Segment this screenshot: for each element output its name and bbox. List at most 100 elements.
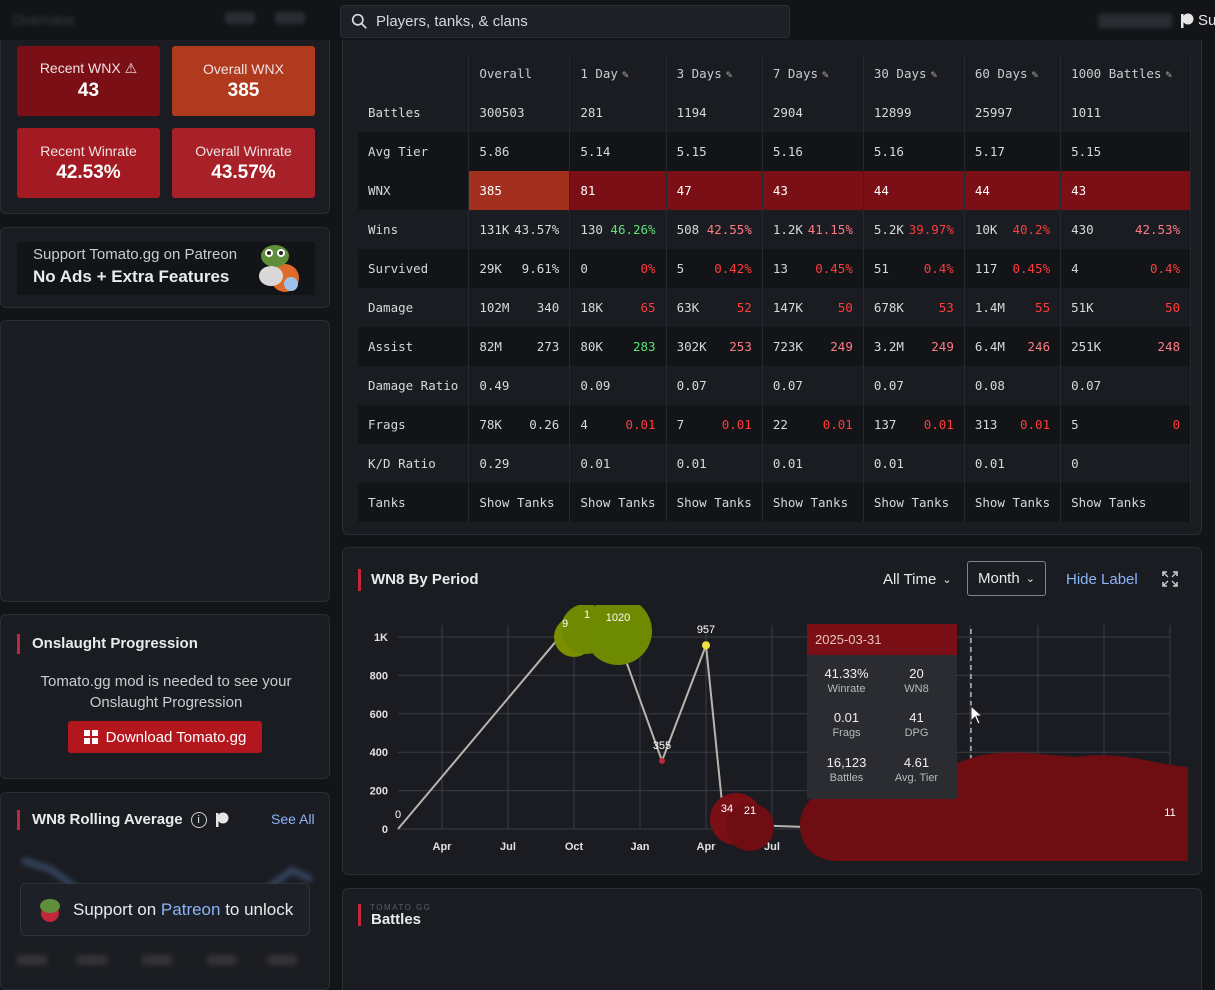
col-1000battles[interactable]: 1000 Battles ✎ <box>1060 54 1192 93</box>
show-tanks-link[interactable]: Show Tanks <box>863 483 965 522</box>
show-tanks-link[interactable]: Show Tanks <box>569 483 667 522</box>
row-label: Wins <box>358 210 470 249</box>
x-tick-label: Jan <box>631 841 650 853</box>
table-cell: 12899 <box>863 93 965 132</box>
y-tick-label: 0 <box>382 824 388 836</box>
edit-icon[interactable]: ✎ <box>822 68 829 81</box>
period-select[interactable]: Month ⌄ <box>967 561 1046 596</box>
search-input[interactable] <box>376 13 776 30</box>
user-menu[interactable] <box>1098 14 1172 28</box>
info-icon[interactable]: i <box>190 812 207 828</box>
table-cell: 51K 50 <box>1060 288 1192 327</box>
wn8-line-chart[interactable]: 0 200 400 600 800 1K Apr Jul Oct Jan Apr Jul 0 9 1 1020… <box>358 605 1188 861</box>
table-row-survived: Survived 29K 9.61% 0 0% 5 0.42% 13 0.45% 51 0… <box>358 249 1192 288</box>
patreon-promo-line2: No Ads + Extra Features <box>33 267 230 286</box>
cell-secondary: 273 <box>536 339 560 354</box>
cell-value: 6.4M <box>974 339 1005 354</box>
cell-secondary: 0 <box>1172 417 1181 432</box>
patreon-support-link[interactable]: Su <box>1180 12 1215 29</box>
table-cell: 10K 40.2% <box>964 210 1062 249</box>
data-bubble <box>726 803 774 851</box>
nav-blur-item[interactable] <box>225 12 255 24</box>
edit-icon[interactable]: ✎ <box>930 68 938 81</box>
y-tick-label: 1K <box>374 632 388 644</box>
table-header-row: Overall 1 Day ✎ 3 Days ✎ 7 Days ✎ 30 Days ✎ … <box>358 54 1192 93</box>
data-label: 34 <box>721 803 733 815</box>
col-30days[interactable]: 30 Days ✎ <box>863 54 965 93</box>
row-label: Survived <box>358 249 470 288</box>
x-tick-label: Jul <box>500 841 516 853</box>
cell-value: 102M <box>479 300 510 315</box>
cell-secondary: 0.4% <box>1150 261 1181 276</box>
show-tanks-link[interactable]: Show Tanks <box>468 483 571 522</box>
warning-icon[interactable]: ⚠ <box>124 60 138 76</box>
edit-icon[interactable]: ✎ <box>621 68 629 81</box>
table-row-wnx: WNX 385 81 47 43 44 44 43 <box>358 171 1192 210</box>
cell-secondary: 249 <box>830 339 853 354</box>
cell-secondary: 248 <box>1157 339 1181 354</box>
table-cell: 0.49 <box>468 366 571 405</box>
table-cell: 1011 <box>1060 93 1192 132</box>
table-cell: 3.2M 249 <box>863 327 965 366</box>
onslaught-text-body: Tomato.gg mod is needed to see your Onsl… <box>40 673 292 711</box>
patreon-top-label: Su <box>1198 12 1215 29</box>
tooltip-dpg: 41 DPG <box>879 710 954 739</box>
download-tomato-button[interactable]: Download Tomato.gg <box>68 721 262 753</box>
table-cell: 131K 43.57% <box>468 210 571 249</box>
cell-value: 80K <box>580 339 603 354</box>
patreon-promo-banner[interactable]: Support Tomato.gg on Patreon No Ads + Ex… <box>17 242 315 295</box>
data-point <box>659 757 665 764</box>
stats-table: Overall 1 Day ✎ 3 Days ✎ 7 Days ✎ 30 Days ✎ … <box>358 54 1192 522</box>
cell-value: 508 <box>676 222 700 237</box>
col-7days[interactable]: 7 Days ✎ <box>762 54 864 93</box>
col-3days[interactable]: 3 Days ✎ <box>666 54 763 93</box>
cell-secondary: 40.2% <box>1012 222 1051 237</box>
see-all-link[interactable]: See All <box>271 811 315 827</box>
recent-winrate-tile: Recent Winrate 42.53% <box>17 128 160 198</box>
tooltip-value: 41.33% <box>824 666 869 681</box>
fullscreen-icon[interactable] <box>1162 562 1178 596</box>
header-blank <box>358 54 470 93</box>
show-tanks-link[interactable]: Show Tanks <box>1060 483 1192 522</box>
unlock-patreon-link[interactable]: Patreon <box>160 899 221 919</box>
search-icon <box>351 13 367 29</box>
tomato-mascot-icon <box>259 245 299 292</box>
search-bar[interactable] <box>340 5 790 38</box>
table-cell: 2904 <box>762 93 864 132</box>
tooltip-value: 16,123 <box>826 755 867 770</box>
table-cell: 117 0.45% <box>964 249 1062 288</box>
cell-value: 117 <box>974 261 998 276</box>
show-tanks-link[interactable]: Show Tanks <box>762 483 864 522</box>
cell-secondary: 55 <box>1035 300 1051 315</box>
edit-icon[interactable]: ✎ <box>1165 68 1173 81</box>
tooltip-label: Winrate <box>827 683 866 695</box>
onslaught-card: Onslaught Progression Tomato.gg mod is n… <box>0 614 330 779</box>
col-60days[interactable]: 60 Days ✎ <box>964 54 1062 93</box>
patreon-unlock-banner[interactable]: Support on Patreon to unlock <box>20 883 310 936</box>
x-tick-label: Apr <box>433 841 453 853</box>
edit-icon[interactable]: ✎ <box>1031 68 1039 81</box>
patreon-promo-card[interactable]: Support Tomato.gg on Patreon No Ads + Ex… <box>0 227 330 308</box>
nav-blur-item[interactable] <box>275 12 305 24</box>
table-row-kd: K/D Ratio 0.29 0.01 0.01 0.01 0.01 0.01 … <box>358 444 1192 483</box>
show-tanks-link[interactable]: Show Tanks <box>964 483 1062 522</box>
chevron-down-icon: ⌄ <box>942 573 952 586</box>
cell-value: 678K <box>873 300 904 315</box>
data-label: 1020 <box>606 612 630 624</box>
cell-value: 7 <box>676 417 685 432</box>
row-label: WNX <box>358 171 470 210</box>
overall-wnx-value: 385 <box>227 79 260 101</box>
show-tanks-link[interactable]: Show Tanks <box>666 483 763 522</box>
table-cell: 82M 273 <box>468 327 571 366</box>
table-cell: 47 <box>666 171 763 210</box>
table-cell: 5.15 <box>666 132 763 171</box>
edit-icon[interactable]: ✎ <box>725 68 733 81</box>
table-cell: 0.07 <box>762 366 864 405</box>
col-1day[interactable]: 1 Day ✎ <box>569 54 667 93</box>
table-cell: 0 <box>1060 444 1192 483</box>
hide-label-button[interactable]: Hide Label <box>1066 570 1138 588</box>
table-cell: 1.2K 41.15% <box>762 210 864 249</box>
table-cell: 22 0.01 <box>762 405 864 444</box>
range-select[interactable]: All Time ⌄ <box>883 562 952 596</box>
